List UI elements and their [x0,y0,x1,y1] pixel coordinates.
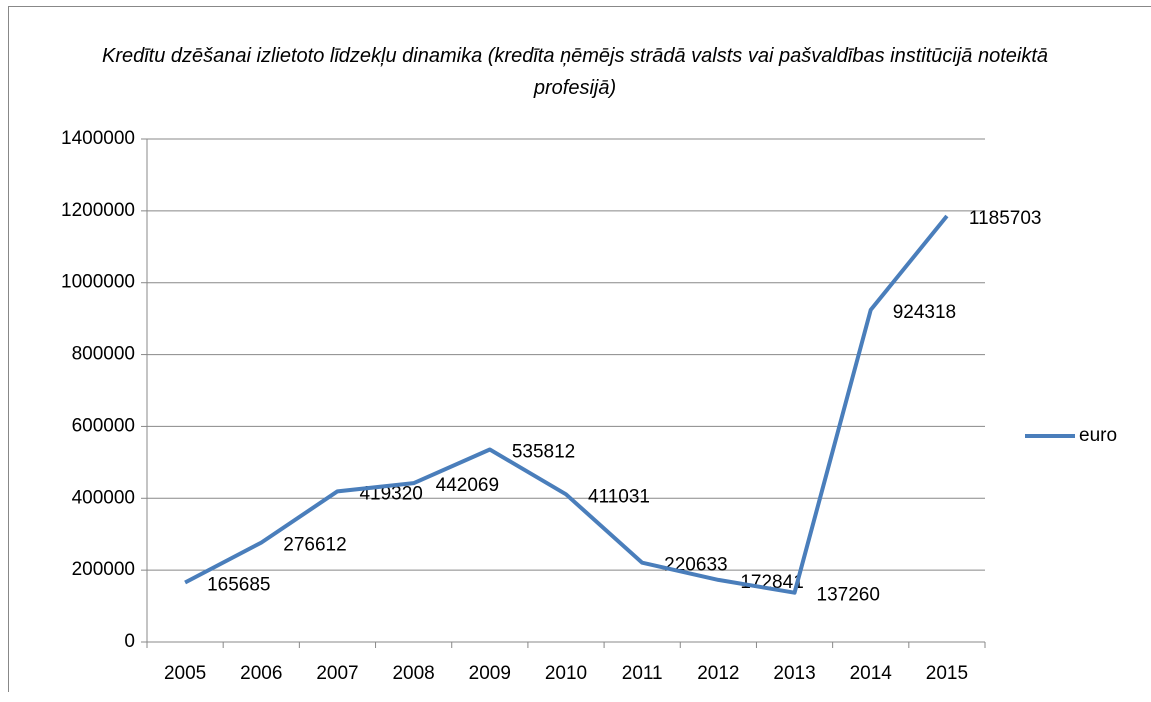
series-line [184,214,949,595]
x-tick-label: 2013 [773,663,815,684]
chart-title: Kredītu dzēšanai izlietoto līdzekļu dina… [101,45,1049,99]
x-tick-label: 2006 [240,663,282,684]
y-tick-label: 800000 [72,344,135,365]
data-label: 535812 [512,442,575,463]
x-tick-label: 2010 [545,663,587,684]
data-label: 1185703 [969,208,1042,229]
x-tick-label: 2014 [850,663,893,684]
x-tick-label: 2009 [469,663,511,684]
data-label: 411031 [588,486,650,507]
y-tick-label: 1400000 [61,128,135,149]
y-tick-label: 1200000 [61,200,135,221]
x-tick-label: 2005 [164,663,206,684]
x-tick-label: 2007 [316,663,358,684]
data-label: 220633 [664,555,727,576]
data-label: 137260 [817,585,880,606]
data-label: 276612 [283,535,346,556]
data-label: 165685 [207,574,270,595]
y-tick-label: 600000 [72,415,135,436]
legend-label: euro [1079,425,1117,446]
x-tick-label: 2012 [697,663,739,684]
y-tick-label: 1000000 [61,272,135,293]
data-label: 442069 [436,475,499,496]
x-tick-label: 2011 [622,663,663,684]
y-tick-label: 200000 [72,559,135,580]
x-tick-label: 2015 [926,663,968,684]
y-tick-label: 400000 [72,487,135,508]
y-tick-label: 0 [124,631,135,652]
data-label: 924318 [893,302,956,323]
x-tick-label: 2008 [392,663,434,684]
